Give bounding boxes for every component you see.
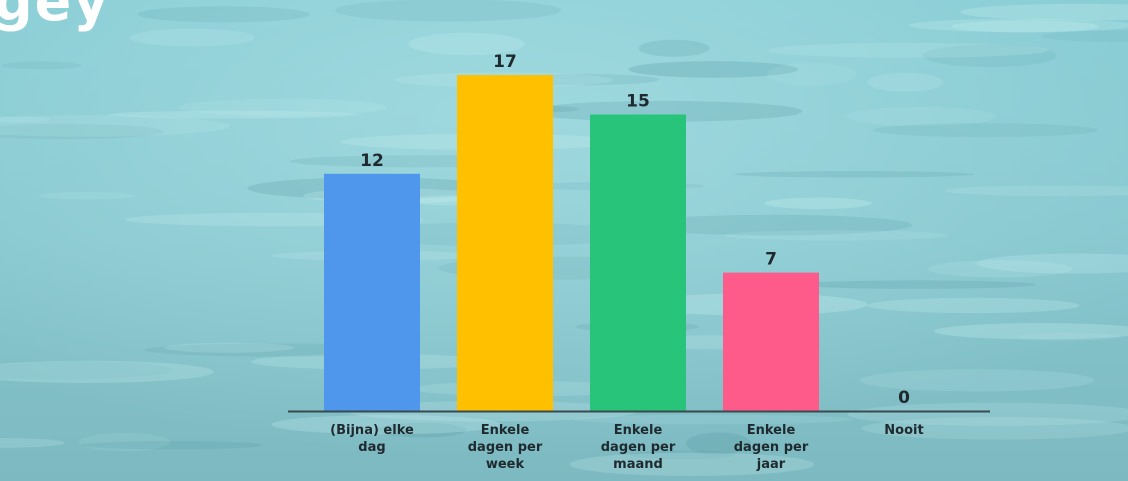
ripple — [129, 28, 256, 47]
value-label-2: 15 — [626, 92, 650, 112]
ripple — [629, 450, 736, 460]
ripple — [569, 452, 815, 476]
value-label-3: 7 — [765, 250, 777, 270]
ripple — [408, 32, 525, 56]
ripple — [2, 61, 82, 70]
bar-0 — [324, 173, 420, 411]
tick-label-line: dag — [358, 440, 385, 455]
ripple — [867, 297, 1080, 314]
bar-3 — [723, 272, 819, 411]
value-label-1: 17 — [493, 52, 517, 72]
ripple — [734, 171, 975, 178]
tick-label-3: Enkele dagen per jaar — [734, 423, 809, 472]
tick-label-4: Nooit — [884, 423, 923, 438]
ripple — [335, 0, 562, 22]
ripple — [934, 323, 1128, 340]
ripple — [859, 369, 1095, 392]
tick-label-line: Enkele — [481, 423, 530, 438]
ripple — [847, 402, 1128, 426]
ripple — [0, 123, 164, 140]
tick-label-2: Enkele dagen per maand — [601, 423, 676, 472]
ripple — [0, 438, 65, 448]
ripple — [137, 6, 310, 23]
ripple — [377, 422, 466, 438]
ripple — [78, 432, 171, 452]
tick-label-1: Enkele dagen per week — [468, 423, 543, 472]
ripple — [163, 342, 294, 353]
ripple — [0, 360, 214, 383]
ripple — [638, 39, 710, 57]
ripple — [764, 197, 872, 210]
ripple — [107, 110, 360, 119]
ripple — [766, 62, 857, 86]
ripple — [0, 115, 230, 137]
tick-label-line: dagen per — [468, 440, 543, 455]
value-label-0: 12 — [360, 151, 384, 171]
value-labels-group: 12 17 15 7 0 — [360, 52, 910, 408]
tick-label-line: (Bijna) elke — [330, 423, 414, 438]
tick-label-line: dagen per — [601, 440, 676, 455]
tick-label-line: Enkele — [747, 423, 796, 438]
ripple — [960, 3, 1128, 21]
ripple — [1017, 332, 1120, 341]
ripple — [767, 42, 1048, 58]
ripple — [908, 18, 1128, 33]
tick-label-line: Enkele — [614, 423, 663, 438]
ripple — [951, 20, 1100, 33]
tick-label-0: (Bijna) elke dag — [330, 423, 414, 455]
ripple — [0, 360, 174, 380]
ripple — [630, 214, 913, 236]
ripple — [573, 414, 854, 425]
tick-label-line: Nooit — [884, 423, 923, 438]
bar-2 — [590, 114, 686, 411]
ripple — [628, 61, 799, 78]
bars-group — [324, 75, 819, 411]
tick-label-line: dagen per — [734, 440, 809, 455]
ripple — [39, 192, 137, 200]
ripple — [846, 107, 997, 126]
bar-1 — [457, 75, 553, 411]
ripple — [928, 260, 1073, 278]
slide-title-fragment: gey — [0, 0, 111, 33]
tick-label-line: week — [486, 457, 525, 472]
value-label-4: 0 — [898, 388, 910, 408]
ripple — [1041, 30, 1128, 42]
ripple — [795, 280, 1036, 289]
ripple — [723, 230, 949, 241]
ripple — [0, 116, 51, 123]
tick-label-line: maand — [613, 457, 663, 472]
ripple — [976, 253, 1128, 274]
ripple — [922, 44, 1057, 68]
ripple — [80, 441, 263, 450]
ripple — [867, 72, 944, 92]
ripple — [944, 185, 1128, 197]
ripple — [861, 417, 1128, 440]
ripple — [178, 98, 388, 117]
ripple — [271, 415, 502, 435]
ripple — [686, 432, 751, 455]
ripple — [873, 123, 1098, 138]
tick-label-line: jaar — [756, 457, 786, 472]
